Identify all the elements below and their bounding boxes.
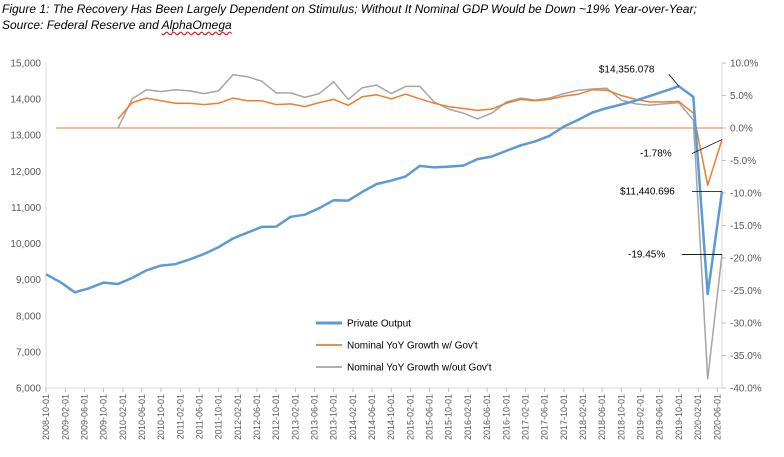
- caption-line-1: Figure 1: The Recovery Has Been Largely …: [2, 2, 697, 16]
- y-right-tick-label: 10.0%: [730, 59, 758, 70]
- x-tick-label: 2010-02-01: [118, 394, 128, 440]
- axes: 6,000 7,000 8,000 9,000 10,000 11,000 12,000 13…: [10, 59, 761, 441]
- series-lines: [45, 73, 724, 380]
- x-tick-label: 2013-06-01: [309, 394, 319, 440]
- x-tick-label: 2016-02-01: [463, 394, 473, 440]
- legend: Private Output Nominal YoY Growth w/ Gov'…: [316, 319, 492, 374]
- annotation-leader: [668, 73, 680, 87]
- legend-label-1: Nominal YoY Growth w/ Gov't: [347, 341, 478, 352]
- x-tick-label: 2013-02-01: [291, 394, 301, 440]
- x-tick-label: 2009-02-01: [60, 394, 70, 440]
- y-right-tick-label: -25.0%: [730, 286, 762, 297]
- x-tick-label: 2017-06-01: [540, 394, 550, 440]
- series-line-2: [117, 73, 723, 380]
- annotation-label: -1.78%: [640, 149, 672, 160]
- y-left-tick-label: 8,000: [16, 311, 41, 322]
- y-left-tick-label: 12,000: [10, 167, 41, 178]
- x-tick-label: 2017-10-01: [559, 394, 569, 440]
- y-right-tick-label: -5.0%: [730, 156, 756, 167]
- x-tick-label: 2018-06-01: [597, 394, 607, 440]
- y-left-tick-label: 15,000: [10, 59, 41, 70]
- y-left-tick-label: 13,000: [10, 131, 41, 142]
- x-tick-label: 2014-10-01: [386, 394, 396, 440]
- y-left-tick-label: 11,000: [11, 203, 41, 214]
- y-right-tick-label: 0.0%: [730, 124, 753, 135]
- x-tick-label: 2011-02-01: [175, 394, 185, 439]
- y-right-tick-label: -40.0%: [730, 384, 762, 395]
- y-right-tick-label: -10.0%: [730, 189, 762, 200]
- x-tick-label: 2018-10-01: [616, 394, 626, 440]
- x-tick-label: 2010-06-01: [137, 394, 147, 440]
- series-line-0: [45, 85, 724, 296]
- y-left-tick-label: 6,000: [16, 384, 41, 395]
- x-tick-label: 2015-06-01: [424, 394, 434, 440]
- x-tick-label: 2011-10-01: [214, 394, 224, 439]
- x-tick-label: 2020-02-01: [693, 394, 703, 440]
- x-tick-label: 2016-10-01: [501, 394, 511, 440]
- y-left-tick-label: 9,000: [16, 275, 41, 286]
- y-left-tick-label: 7,000: [16, 347, 41, 358]
- legend-label-0: Private Output: [347, 319, 411, 330]
- x-tick-label: 2017-02-01: [521, 394, 531, 440]
- x-tick-label: 2014-06-01: [367, 394, 377, 440]
- y-right-tick-label: -20.0%: [730, 254, 762, 265]
- x-tick-label: 2012-02-01: [233, 394, 243, 440]
- y-right-tick-label: -15.0%: [730, 221, 762, 232]
- caption-source-name: AlphaOmega: [161, 18, 232, 32]
- x-tick-label: 2012-10-01: [271, 394, 281, 440]
- annotation-label: $11,440.696: [620, 187, 675, 198]
- annotation-leader: [691, 139, 723, 154]
- x-tick-label: 2012-06-01: [252, 394, 262, 440]
- annotations: $14,356.078 -1.78% $11,440.696 -19.45%: [599, 64, 723, 260]
- x-tick-label: 2008-10-01: [41, 394, 51, 440]
- annotation-label: $14,356.078: [599, 64, 655, 75]
- x-tick-label: 2009-10-01: [99, 394, 109, 440]
- x-tick-label: 2011-06-01: [194, 394, 204, 439]
- x-tick-label: 2016-06-01: [482, 394, 492, 440]
- y-right-tick-label: -35.0%: [730, 351, 762, 362]
- y-left-tick-label: 14,000: [10, 95, 41, 106]
- x-tick-label: 2013-10-01: [329, 394, 339, 440]
- caption-line-2: Source: Federal Reserve and AlphaOmega: [2, 17, 782, 33]
- x-tick-label: 2019-10-01: [674, 394, 684, 440]
- legend-label-2: Nominal YoY Growth w/out Gov't: [347, 363, 492, 374]
- series-line-1: [117, 88, 723, 186]
- y-left-tick-label: 10,000: [10, 239, 41, 250]
- caption-source-prefix: Source: Federal Reserve and: [2, 18, 162, 32]
- figure-caption: Figure 1: The Recovery Has Been Largely …: [2, 1, 782, 33]
- y-right-tick-label: 5.0%: [730, 91, 753, 102]
- x-tick-label: 2019-02-01: [636, 394, 646, 440]
- x-tick-label: 2015-02-01: [406, 394, 416, 440]
- x-tick-label: 2014-02-01: [348, 394, 358, 440]
- x-tick-label: 2018-02-01: [578, 394, 588, 440]
- annotation-label: -19.45%: [628, 249, 665, 260]
- x-tick-label: 2009-06-01: [79, 394, 89, 440]
- x-tick-label: 2020-06-01: [712, 394, 722, 440]
- x-tick-label: 2019-06-01: [655, 394, 665, 440]
- y-right-tick-label: -30.0%: [730, 319, 762, 330]
- x-tick-label: 2015-10-01: [444, 394, 454, 440]
- x-tick-label: 2010-10-01: [156, 394, 166, 440]
